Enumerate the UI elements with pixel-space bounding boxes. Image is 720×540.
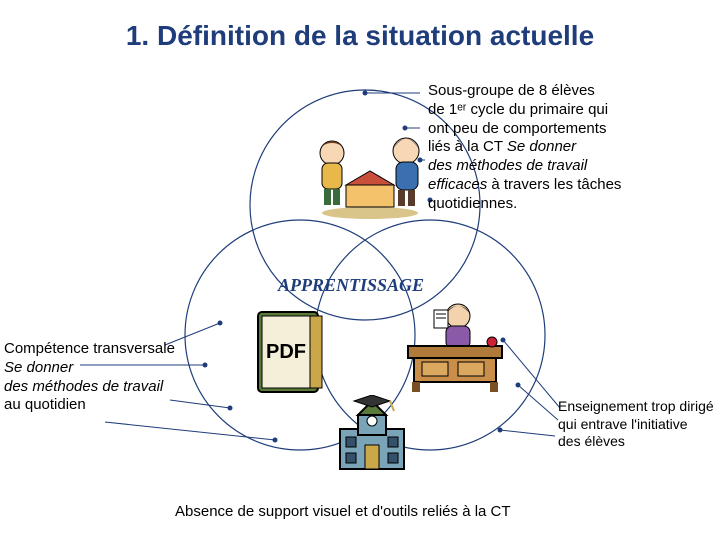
svg-text:PDF: PDF (266, 341, 306, 363)
callout-bottom: Absence de support visuel et d'outils re… (175, 503, 675, 522)
pdf-book-icon: PDF (252, 308, 330, 400)
center-label: APPRENTISSAGE (278, 275, 424, 296)
slide-canvas: 1. Définition de la situation actuelle A… (0, 0, 720, 540)
teacher-desk-icon (400, 300, 510, 395)
callout-top: Sous-groupe de 8 élèvesde 1ᵉʳ cycle du p… (428, 82, 703, 213)
callout-right: Enseignement trop dirigéqui entrave l'in… (558, 398, 720, 451)
children-icon (310, 125, 430, 220)
callout-left: Compétence transversaleSe donnerdes méth… (4, 340, 254, 415)
school-building-icon (334, 395, 410, 475)
